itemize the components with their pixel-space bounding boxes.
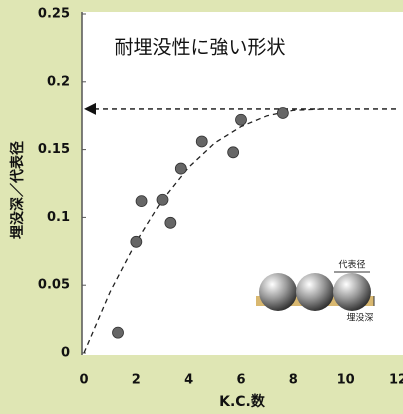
y-tick-label: 0 xyxy=(61,346,70,361)
data-point xyxy=(164,216,177,229)
data-point xyxy=(195,135,208,148)
data-point xyxy=(135,195,148,208)
x-tick-label: 2 xyxy=(132,373,141,388)
data-point xyxy=(276,107,289,119)
reference-arrow xyxy=(84,102,96,115)
inset-diagram: 代表径 埋没深 xyxy=(256,259,375,324)
chart-title: 耐埋没性に強い形状 xyxy=(114,37,285,59)
x-tick-label: 0 xyxy=(79,373,88,388)
sphere xyxy=(296,273,334,311)
inset-label: 代表径 xyxy=(338,259,365,271)
y-tick-label: 0.1 xyxy=(47,210,70,225)
y-tick-label: 0.15 xyxy=(38,142,70,157)
y-tick-label: 0.2 xyxy=(47,74,70,89)
data-point xyxy=(235,113,247,126)
x-axis-label: K.C.数 xyxy=(219,393,266,410)
data-point xyxy=(112,326,124,339)
x-tick-label: 4 xyxy=(184,373,193,388)
data-point xyxy=(130,235,143,248)
sphere xyxy=(333,273,371,311)
data-point xyxy=(227,146,240,159)
x-tick-label: 10 xyxy=(337,373,355,388)
data-point xyxy=(156,193,169,206)
y-tick-label: 0.05 xyxy=(38,278,70,293)
y-tick-label: 0.25 xyxy=(38,7,70,22)
sphere xyxy=(259,273,297,311)
fit-curve xyxy=(83,108,325,354)
x-tick-label: 8 xyxy=(289,373,298,388)
y-axis-label: 埋没深／代表径 xyxy=(9,141,26,239)
x-tick-label: 6 xyxy=(236,373,245,388)
inset-label: 埋没深 xyxy=(346,313,373,324)
data-point xyxy=(174,162,187,175)
x-tick-label: 12 xyxy=(389,373,403,388)
